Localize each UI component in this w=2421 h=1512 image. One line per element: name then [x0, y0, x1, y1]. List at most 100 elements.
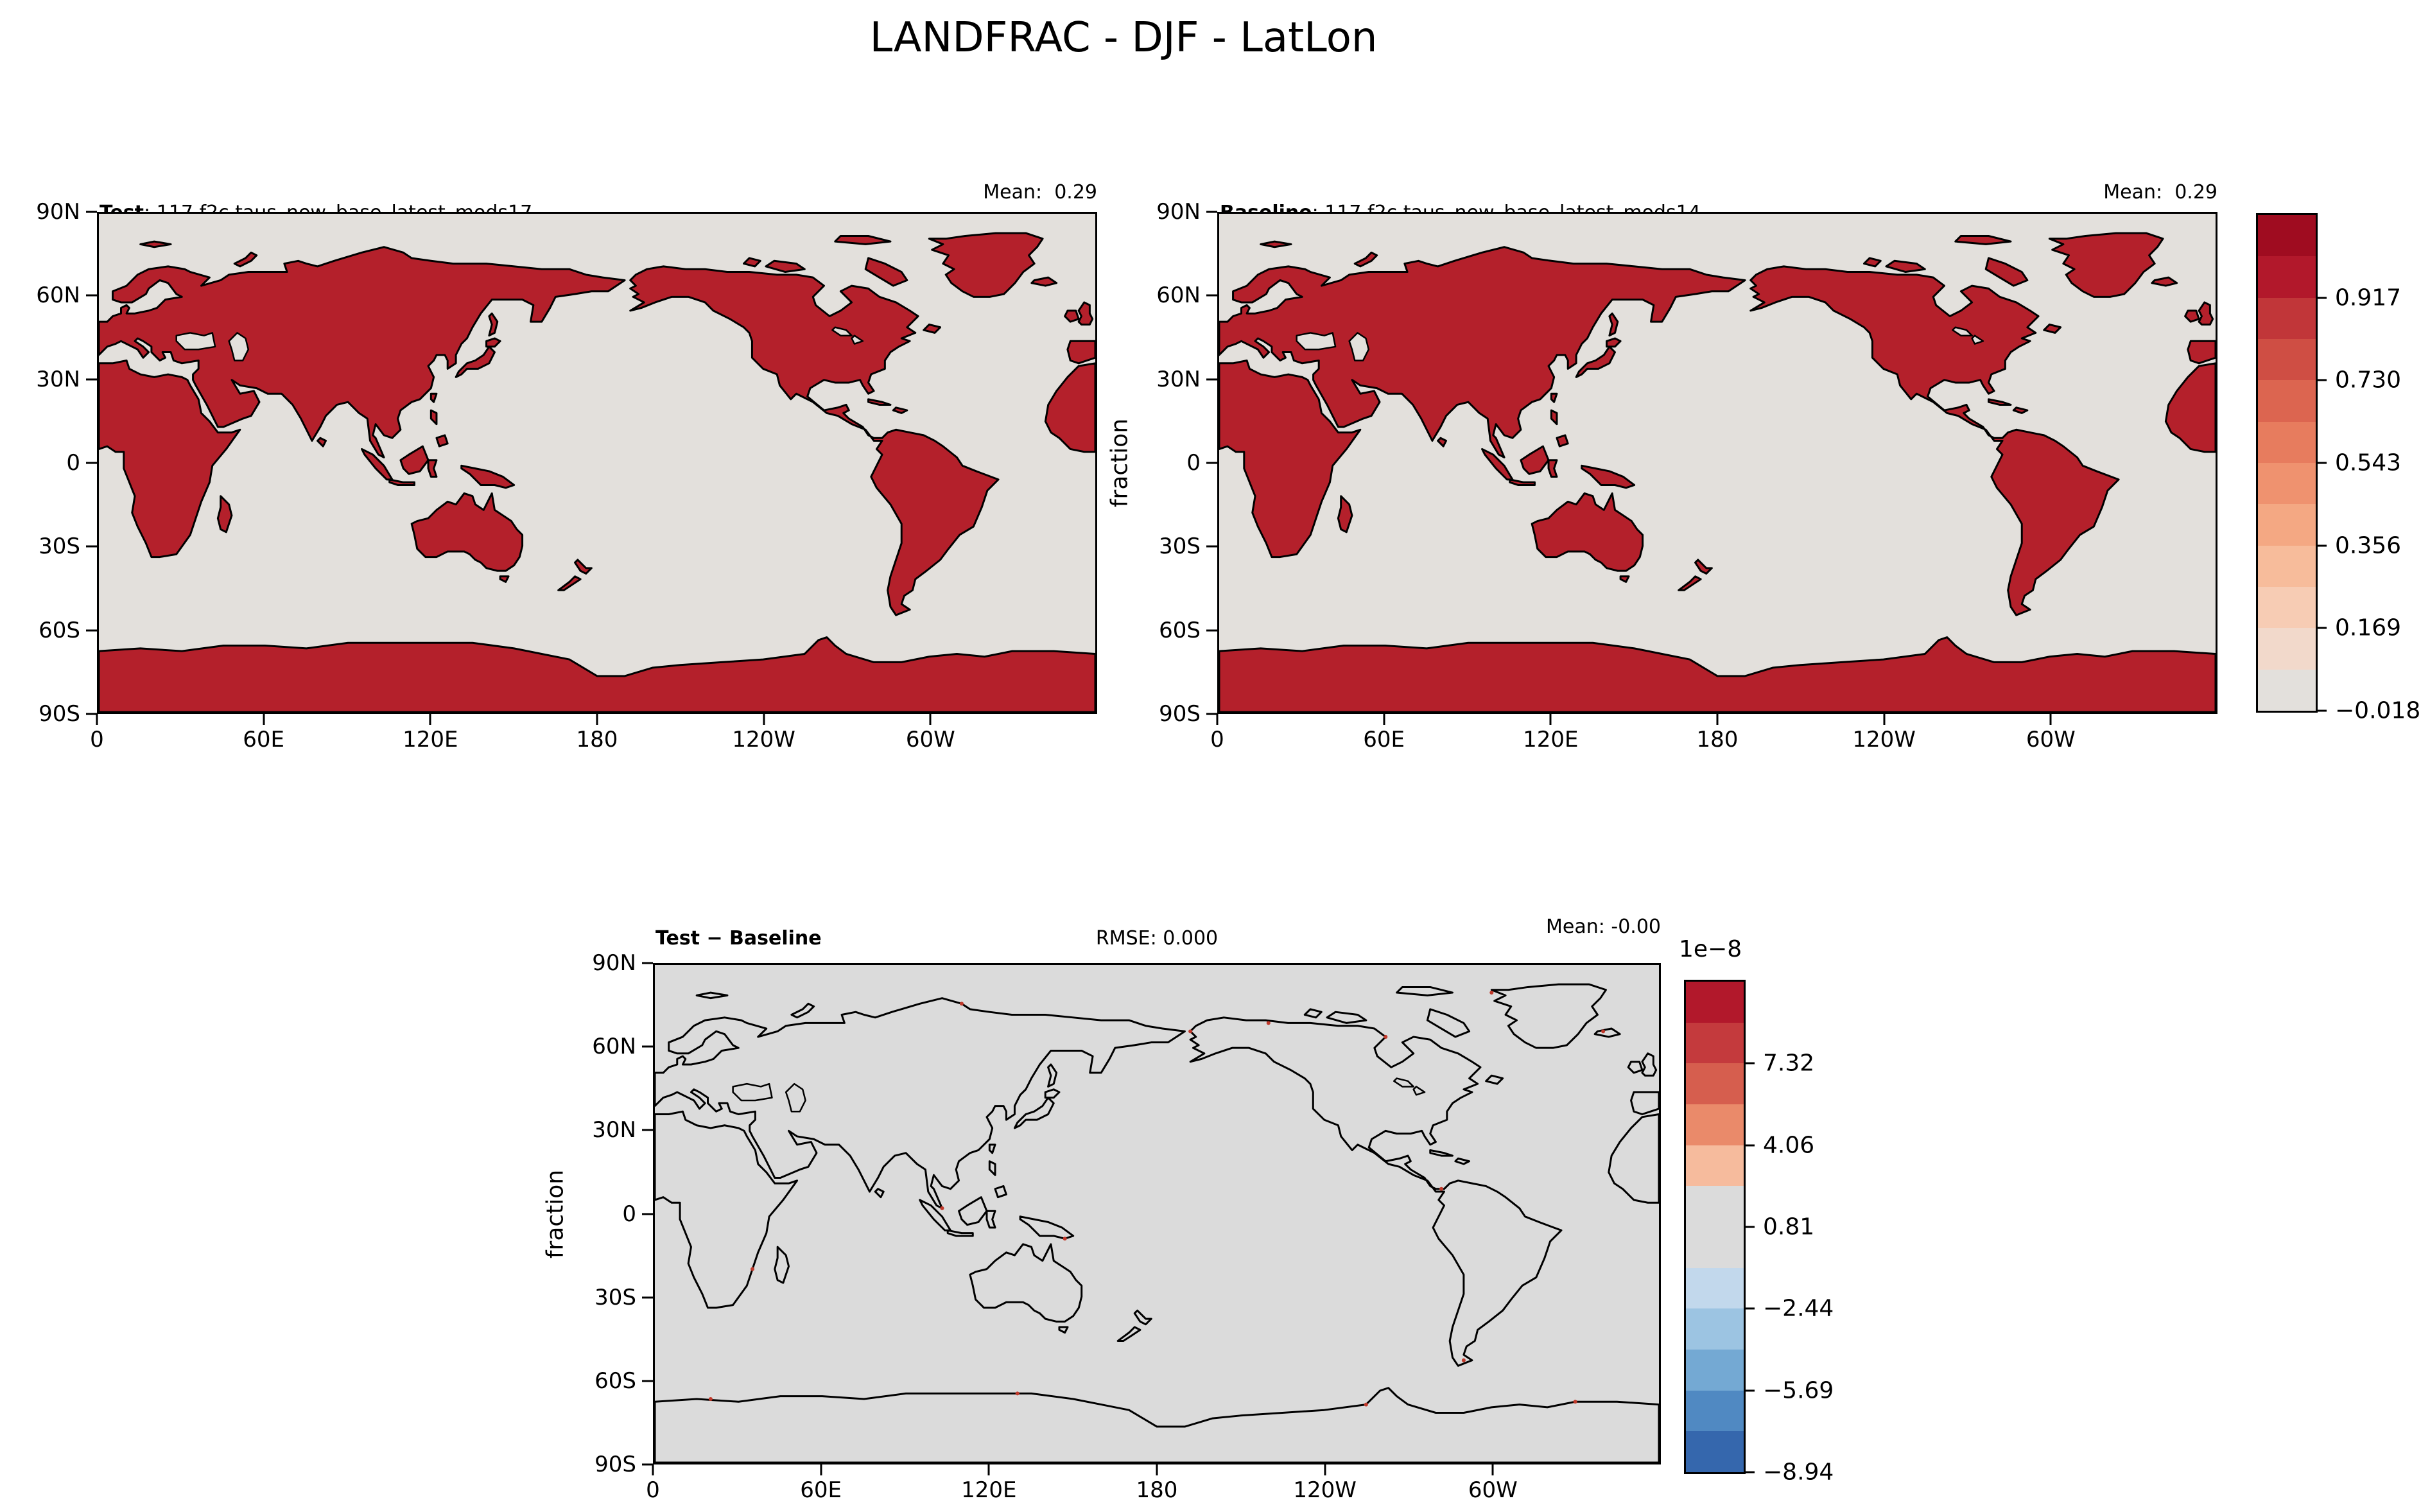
y-tick-label: 30S [594, 1284, 636, 1310]
y-tick-mark [642, 1380, 653, 1382]
panel-test: Test: 117.f2c.taus_new_base_latest_mods1… [36, 181, 1097, 752]
y-tick-label: 0 [66, 450, 80, 476]
colorbar-segment [2258, 297, 2316, 339]
colorbar-tick-mark [2316, 544, 2327, 547]
colorbar-tick-mark [2316, 379, 2327, 381]
main-colorbar: 0.917 0.730 0.543 0.356 0.169 −0.018 [2256, 213, 2420, 724]
colorbar-tick-label: 0.356 [2335, 532, 2402, 559]
diff-x-axis: 0 60E 120E 180 120W 60W [646, 1464, 1661, 1503]
inland-seas [733, 1079, 1425, 1112]
colorbar-segment [2258, 338, 2316, 381]
x-tick-label: 180 [1696, 727, 1739, 752]
y-tick-mark [86, 378, 97, 381]
colorbar-segment [1686, 982, 1744, 1023]
x-tick-mark [929, 714, 932, 725]
colorbar-segment [2258, 380, 2316, 422]
y-tick-mark [642, 1296, 653, 1299]
diff-speckle [940, 1206, 944, 1210]
colorbar-tick-label: 0.169 [2335, 614, 2402, 641]
colorbar-tick-mark [1744, 1062, 1755, 1064]
y-tick-label: 90N [592, 950, 636, 976]
diff-colorbar-scale: 1e−8 [1679, 936, 1742, 962]
y-tick-mark [642, 962, 653, 964]
y-tick-label: 90S [39, 701, 80, 727]
y-tick-label: 60N [592, 1034, 636, 1060]
test-x-axis: 0 60E 120E 180 120W 60W [90, 714, 1097, 752]
x-tick-label: 0 [646, 1477, 660, 1503]
x-tick-label: 180 [576, 727, 618, 752]
x-tick-mark [1156, 1464, 1158, 1475]
baseline-y-axis: 90N 60N 30N 0 30S 60S 90S [1108, 199, 1217, 727]
y-tick-mark [1206, 629, 1217, 632]
y-tick-label: 60N [36, 282, 80, 309]
colorbar-segment [2258, 669, 2316, 711]
diff-speckle [1573, 1400, 1577, 1404]
x-tick-mark [1716, 714, 1719, 725]
x-tick-mark [1491, 1464, 1494, 1475]
x-tick-mark [2049, 714, 2052, 725]
colorbar-segment [1686, 1186, 1744, 1228]
colorbar-segment [1686, 1390, 1744, 1432]
x-tick-label: 60W [1468, 1477, 1518, 1503]
colorbar-tick-mark [2316, 297, 2327, 299]
y-tick-label: 30N [36, 366, 80, 392]
y-tick-mark [1206, 211, 1217, 213]
colorbar-segment [2258, 504, 2316, 546]
coastline-land [1219, 233, 2216, 712]
x-tick-label: 0 [1210, 727, 1224, 752]
x-tick-label: 120E [1523, 727, 1579, 752]
x-tick-mark [763, 714, 765, 725]
y-tick-label: 30N [1156, 366, 1201, 392]
y-tick-label: 90N [1156, 199, 1201, 225]
y-tick-mark [86, 545, 97, 548]
baseline-map [1217, 212, 2217, 714]
x-tick-label: 120W [732, 727, 795, 752]
y-tick-mark [1206, 294, 1217, 297]
y-tick-label: 90S [1159, 701, 1201, 727]
colorbar-tick-label: −8.94 [1763, 1459, 1834, 1486]
x-tick-label: 60E [243, 727, 285, 752]
y-tick-mark [642, 1045, 653, 1048]
colorbar-tick-label: 0.730 [2335, 367, 2402, 394]
colorbar-tick-label: −5.69 [1763, 1377, 1834, 1404]
y-tick-mark [86, 462, 97, 464]
x-tick-mark [1383, 714, 1385, 725]
colorbar-tick-label: 7.32 [1763, 1050, 1815, 1077]
x-tick-mark [596, 714, 598, 725]
test-y-axis: 90N 60N 30N 0 30S 60S 90S [0, 199, 97, 727]
colorbar-segment [1686, 1227, 1744, 1268]
y-tick-label: 30S [39, 534, 80, 560]
panel-baseline: Baseline: 117.f2c.taus_new_base_latest_m… [1107, 181, 2217, 752]
x-tick-label: 120W [1293, 1477, 1357, 1503]
test-mean: Mean: 0.29 [983, 181, 1097, 204]
diff-speckle [1266, 1021, 1271, 1025]
y-tick-mark [642, 1129, 653, 1131]
x-tick-label: 60W [2026, 727, 2076, 752]
y-tick-label: 0 [622, 1201, 636, 1227]
diff-speckle [959, 1002, 964, 1006]
colorbar-segment [1686, 1350, 1744, 1391]
colorbar-tick-label: −0.018 [2335, 697, 2421, 724]
colorbar-segment [2258, 421, 2316, 463]
x-tick-label: 60E [800, 1477, 842, 1503]
y-tick-mark [1206, 545, 1217, 548]
baseline-mean: Mean: 0.29 [2103, 181, 2217, 204]
x-tick-label: 120W [1852, 727, 1916, 752]
diff-colorbar: 7.32 4.06 0.81 −2.44 −5.69 −8.94 [1684, 980, 1834, 1486]
colorbar-tick-mark [1744, 1471, 1755, 1473]
diff-label: Test − Baseline [655, 927, 822, 950]
colorbar-tick-label: 0.81 [1763, 1213, 1815, 1240]
colorbar-segment [1686, 1104, 1744, 1145]
y-tick-label: 60S [1159, 617, 1201, 643]
colorbar-tick-label: 0.917 [2335, 284, 2402, 311]
colorbar-segment [1686, 1267, 1744, 1309]
colorbar-tick-mark [2316, 709, 2327, 712]
colorbar-segment [2258, 545, 2316, 587]
diff-speckle [1364, 1402, 1368, 1407]
colorbar-tick-mark [1744, 1226, 1755, 1228]
colorbar-segment [2258, 215, 2316, 257]
y-tick-mark [86, 211, 97, 213]
y-tick-label: 90S [594, 1452, 636, 1477]
x-tick-mark [1324, 1464, 1326, 1475]
colorbar-tick-label: −2.44 [1763, 1295, 1834, 1322]
